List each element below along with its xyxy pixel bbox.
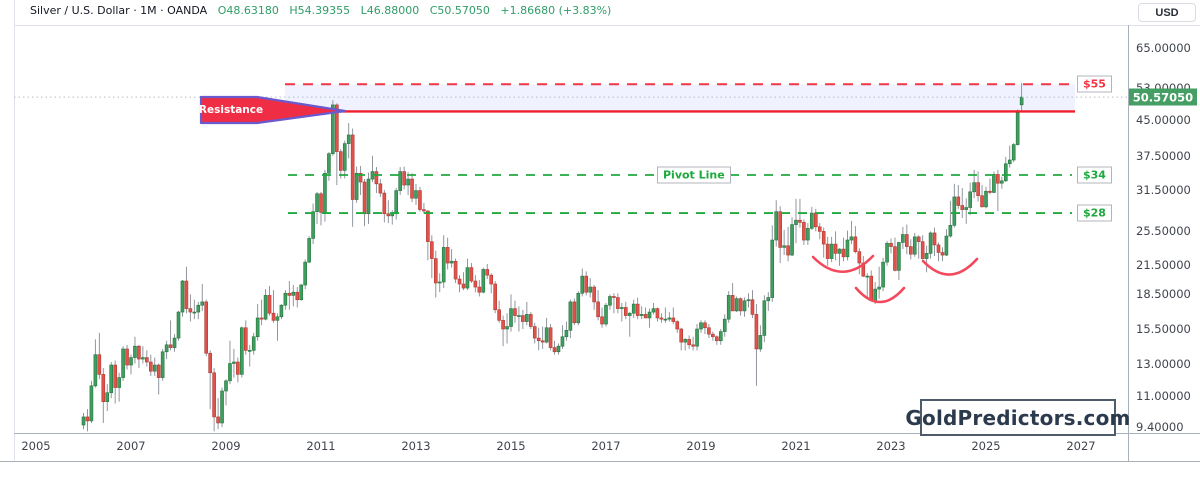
resistance-callout-label[interactable]: Resistance (198, 103, 264, 116)
time-axis-label: 2013 (401, 439, 431, 453)
price-axis-label: 45.00000 (1136, 113, 1191, 127)
time-axis-label: 2023 (876, 439, 906, 453)
time-axis-label: 2007 (116, 439, 146, 453)
price-axis-separator (1128, 25, 1129, 461)
resistance-callout (199, 95, 347, 125)
time-axis-separator (14, 433, 1200, 434)
time-axis-label: 2025 (971, 439, 1001, 453)
left-border (14, 0, 15, 461)
time-axis-label: 2009 (211, 439, 241, 453)
price-axis-label: 18.50000 (1136, 287, 1191, 302)
time-axis-label: 2015 (496, 439, 526, 453)
price-axis-label: 31.50000 (1136, 182, 1191, 197)
price-axis-label: 15.50000 (1136, 322, 1191, 337)
ohlc-close: C50.57050 (429, 4, 490, 17)
rounding-bottom-arc (854, 286, 906, 304)
bottom-border (0, 461, 1200, 462)
price-axis-label: 11.00000 (1136, 389, 1191, 404)
ohlc-high: H54.39355 (289, 4, 351, 17)
price-axis-label: 13.00000 (1136, 356, 1191, 371)
time-axis-label: 2019 (686, 439, 716, 453)
resistance-zone (285, 84, 1075, 112)
current-price-badge: 50.57050 (1129, 88, 1197, 106)
price-tag-28[interactable]: $28 (1077, 204, 1112, 222)
price-tag-34[interactable]: $34 (1077, 166, 1112, 184)
rounding-bottom-arc (811, 254, 875, 273)
time-axis-label: 2017 (591, 439, 621, 453)
currency-button[interactable]: USD (1138, 3, 1196, 22)
candlestick-series (81, 82, 1024, 432)
price-axis-label: 25.50000 (1136, 224, 1191, 239)
ohlc-open: O48.63180 (217, 4, 279, 17)
time-axis-label: 2005 (21, 439, 51, 453)
time-axis-label: 2027 (1066, 439, 1096, 453)
ohlc-change: +1.86680 (+3.83%) (500, 4, 612, 17)
pivot-line-label[interactable]: Pivot Line (657, 166, 731, 184)
price-tag-55[interactable]: $55 (1077, 75, 1112, 93)
time-axis-label: 2021 (781, 439, 811, 453)
candlestick-chart[interactable] (0, 24, 1128, 434)
price-axis-label: 21.50000 (1136, 257, 1191, 272)
watermark: GoldPredictors.com (905, 399, 1130, 436)
symbol-title: Silver / U.S. Dollar · 1M · OANDA (30, 4, 208, 17)
header-separator (14, 25, 1200, 26)
price-axis-label: 37.50000 (1136, 148, 1191, 163)
price-axis-label: 65.00000 (1136, 40, 1191, 55)
chart-legend[interactable]: Silver / U.S. Dollar · 1M · OANDA O48.63… (30, 4, 611, 17)
price-axis-label: 9.40000 (1136, 420, 1184, 435)
rounding-bottom-arc (921, 257, 979, 276)
time-axis-label: 2011 (306, 439, 336, 453)
ohlc-low: L46.88000 (360, 4, 420, 17)
